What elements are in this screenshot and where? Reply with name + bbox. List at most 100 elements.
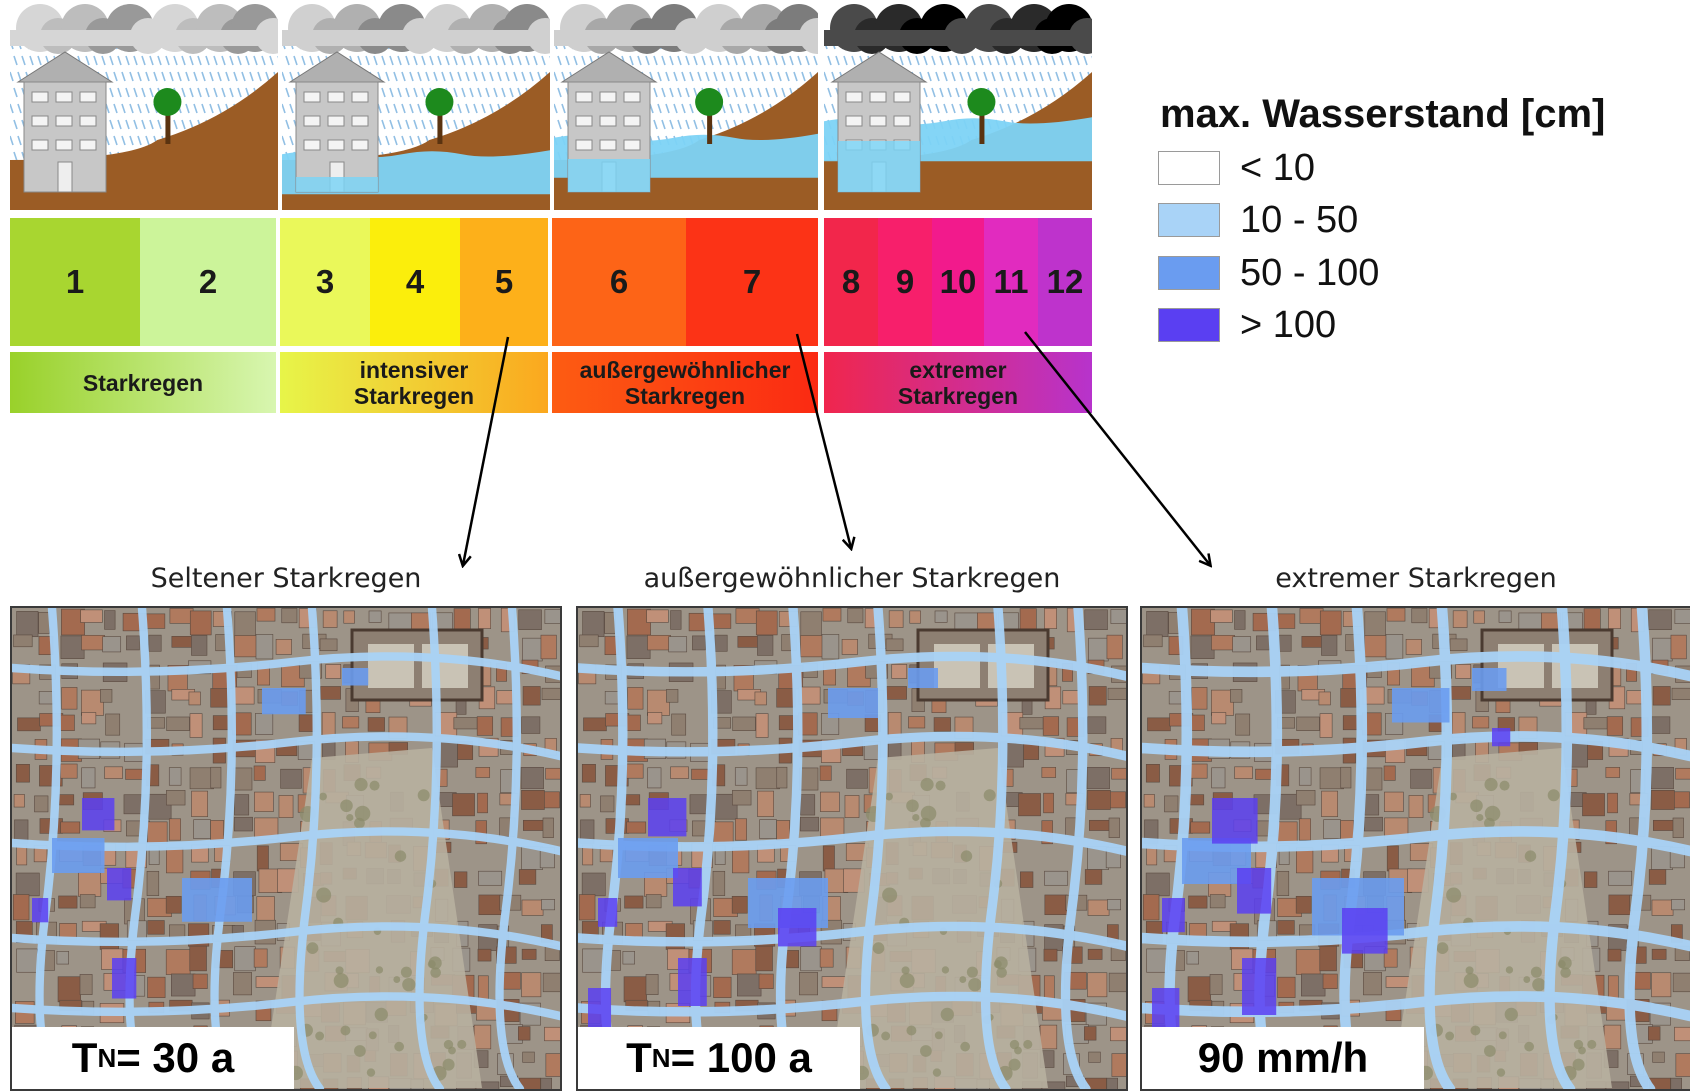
house-window	[869, 91, 887, 103]
building	[1301, 973, 1326, 997]
raindrop	[245, 87, 250, 98]
raindrop	[385, 103, 390, 114]
tree-dot	[1530, 966, 1542, 978]
building	[1020, 871, 1034, 888]
building	[477, 948, 492, 962]
raindrop	[685, 119, 690, 130]
legend-label: > 100	[1240, 303, 1337, 346]
raindrop	[1011, 55, 1016, 66]
class-2: 2	[140, 218, 276, 346]
class-number: 4	[405, 263, 425, 300]
building	[189, 767, 214, 790]
raindrop	[217, 103, 222, 114]
building	[521, 972, 542, 998]
raindrop	[979, 55, 984, 66]
building	[453, 717, 478, 730]
raindrop	[185, 71, 190, 82]
category-extrem: extremer Starkregen	[824, 352, 1092, 413]
raindrop	[461, 87, 466, 98]
building	[1652, 1051, 1665, 1063]
flood-street	[1060, 608, 1091, 1089]
building	[367, 717, 385, 732]
flood-patch	[908, 668, 938, 688]
building	[234, 611, 256, 638]
building	[1084, 609, 1108, 630]
raindrop	[835, 55, 840, 66]
raindrop	[1059, 87, 1064, 98]
building	[100, 689, 113, 703]
raindrop	[1067, 55, 1072, 66]
building	[165, 895, 182, 914]
raindrop	[21, 55, 26, 66]
raindrop	[385, 135, 390, 146]
raindrop	[409, 71, 414, 82]
building	[670, 766, 689, 779]
tree-dot	[354, 1045, 366, 1057]
raindrop	[1027, 55, 1032, 66]
tree-dot	[306, 942, 319, 954]
tree-crown	[967, 88, 996, 116]
building	[253, 765, 266, 781]
raindrop	[389, 119, 394, 130]
tree-dot	[1532, 977, 1546, 992]
raindrop	[1031, 103, 1036, 114]
building	[148, 634, 162, 652]
raindrop	[373, 55, 378, 66]
raindrop	[289, 135, 294, 146]
raindrop	[661, 119, 666, 130]
raindrop	[189, 55, 194, 66]
building	[1107, 687, 1126, 700]
raindrop	[689, 71, 694, 82]
building	[671, 713, 687, 736]
building	[732, 790, 752, 806]
building	[1321, 635, 1338, 656]
raindrop	[389, 87, 394, 98]
map-panel-3: 90 mm/h	[1140, 606, 1690, 1091]
raindrop	[437, 55, 442, 66]
raindrop	[457, 103, 462, 114]
category-line-1: extremer	[909, 356, 1007, 383]
class-4: 4	[370, 218, 460, 346]
arrows	[0, 331, 1690, 600]
raindrop	[923, 55, 928, 66]
building	[542, 817, 554, 838]
raindrop	[301, 55, 306, 66]
building	[1583, 608, 1601, 630]
building	[646, 609, 669, 623]
raindrop	[129, 135, 134, 146]
raindrop	[554, 71, 558, 82]
flood-medium	[1182, 668, 1507, 936]
raindrop	[389, 55, 394, 66]
raindrop	[145, 135, 150, 146]
building	[1088, 637, 1109, 662]
raindrop	[769, 71, 774, 82]
raindrop	[489, 103, 494, 114]
building	[126, 635, 140, 651]
tree-dot	[1484, 817, 1495, 829]
raindrop	[681, 71, 686, 82]
building	[846, 768, 868, 789]
building	[17, 717, 41, 732]
tree-dot	[935, 780, 946, 791]
raindrop	[133, 119, 138, 130]
house-window	[599, 91, 617, 103]
raindrop	[145, 71, 150, 82]
building	[579, 794, 591, 808]
tree-dot	[354, 777, 368, 792]
flood-patch	[1472, 668, 1507, 691]
building	[81, 712, 97, 725]
building	[368, 610, 382, 623]
raindrop	[557, 119, 562, 130]
class-number: 10	[939, 263, 977, 300]
raindrop	[29, 55, 34, 66]
building	[627, 687, 644, 710]
raindrop	[113, 135, 118, 146]
building	[522, 1051, 535, 1063]
building	[1087, 972, 1108, 998]
building	[582, 948, 604, 973]
raindrop	[709, 55, 714, 66]
raindrop	[557, 55, 562, 66]
building	[210, 820, 224, 841]
building	[692, 635, 706, 651]
